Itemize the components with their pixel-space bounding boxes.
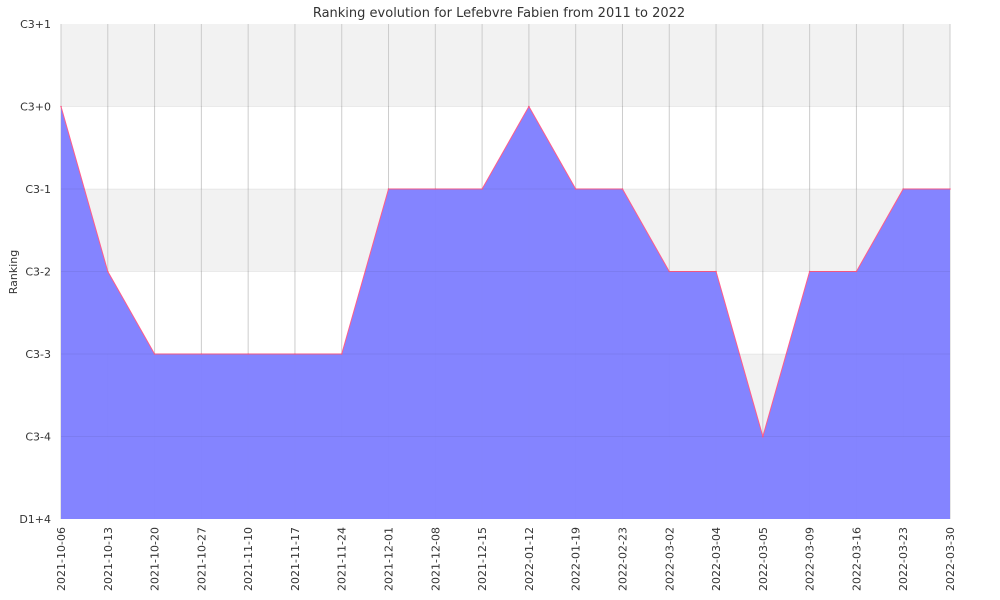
data-point [106, 270, 109, 273]
x-tick-label: 2021-12-01 [383, 527, 396, 591]
data-point [153, 353, 156, 355]
data-point [574, 188, 577, 190]
data-point [387, 188, 390, 190]
data-point [855, 270, 858, 273]
x-tick-label: 2021-12-08 [429, 527, 442, 591]
data-point [481, 188, 483, 190]
x-tick-label: 2022-03-30 [944, 527, 957, 591]
x-tick-label: 2021-12-15 [476, 527, 489, 591]
y-tick-label: C3-4 [25, 431, 51, 444]
data-point [434, 188, 437, 190]
series-area [60, 105, 951, 519]
data-point [200, 353, 203, 355]
data-point [340, 353, 343, 355]
series-line [60, 105, 950, 439]
y-tick-label: C3-3 [25, 348, 51, 361]
x-tick-label: 2022-03-05 [757, 527, 770, 591]
x-tick-label: 2022-03-16 [850, 527, 863, 591]
y-tick-label: C3+0 [20, 101, 51, 114]
data-point [902, 188, 905, 190]
data-point [949, 188, 951, 190]
x-tick-label: 2022-03-09 [804, 527, 817, 591]
x-tick-label: 2022-03-04 [710, 527, 723, 591]
data-point [762, 435, 764, 438]
x-tick-label: 2022-02-23 [616, 527, 629, 591]
chart-title: Ranking evolution for Lefebvre Fabien fr… [313, 6, 685, 21]
x-tick-label: 2021-10-27 [195, 527, 208, 591]
data-point [808, 270, 811, 273]
data-point [60, 105, 62, 108]
x-tick-label: 2021-10-06 [55, 527, 68, 591]
data-point [528, 105, 530, 108]
series-area-fill [61, 106, 950, 519]
x-tick-label: 2022-01-19 [570, 527, 583, 591]
data-point [715, 270, 717, 273]
x-tick-label: 2022-01-12 [523, 527, 536, 591]
x-tick-label: 2021-11-24 [336, 527, 349, 591]
x-tick-label: 2021-10-13 [102, 527, 115, 591]
x-tick-label: 2021-11-17 [289, 527, 302, 591]
y-tick-label: C3-1 [25, 183, 51, 196]
x-tick-label: 2022-03-02 [663, 527, 676, 591]
x-tick-label: 2021-10-20 [149, 527, 162, 591]
y-axis-label: Ranking [7, 250, 20, 295]
x-tick-label: 2021-11-10 [242, 527, 255, 591]
data-point [621, 188, 624, 190]
x-axis-ticks: 2021-10-06 2021-10-13 2021-10-20 2021-10-27… [55, 527, 957, 591]
data-point [668, 270, 671, 273]
y-tick-label: D1+4 [19, 513, 51, 526]
background-band [61, 24, 950, 107]
y-tick-label: C3-2 [25, 266, 51, 279]
data-point [247, 353, 249, 355]
y-tick-label: C3+1 [20, 18, 51, 31]
y-axis-ticks: D1+4 C3-4 C3-3 C3-2 C3-1 C3+0 C3+1 [19, 18, 51, 526]
x-tick-label: 2022-03-23 [897, 527, 910, 591]
data-point [294, 353, 296, 355]
